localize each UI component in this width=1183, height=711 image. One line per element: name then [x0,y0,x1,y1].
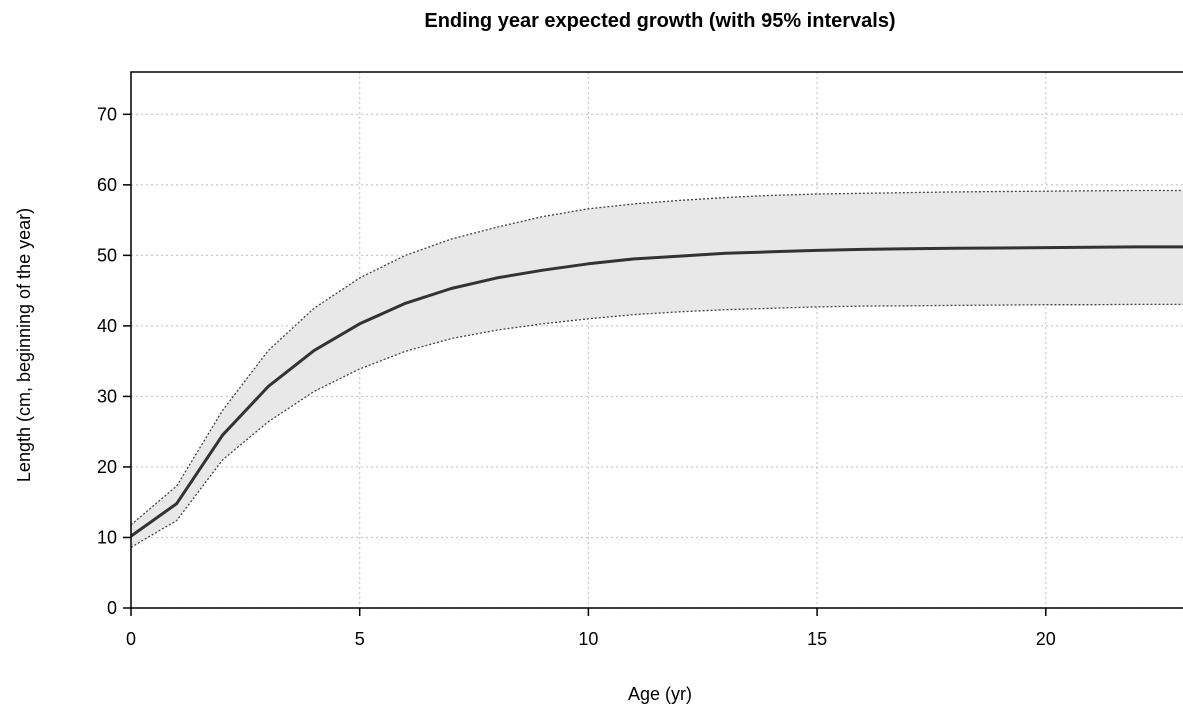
x-tick-label: 10 [578,629,598,649]
series-line-lower-interval [130,303,1183,548]
axis-layer: 0 5 10 15 20 0 10 20 30 40 50 60 70 [97,71,1183,649]
interval-band [131,190,1183,548]
x-tick-label: 5 [355,629,365,649]
chart-title: Ending year expected growth (with 95% in… [424,10,895,32]
x-axis-label: Age (yr) [628,684,692,704]
y-tick-label: 10 [97,527,117,547]
y-tick-label: 70 [97,104,117,124]
y-tick-label: 40 [97,316,117,336]
x-tick-label: 0 [126,629,136,649]
plot-frame [130,71,1183,609]
y-tick-label: 60 [97,175,117,195]
interval-band-layer [131,190,1183,548]
y-tick-label: 30 [97,386,117,406]
x-tick-label: 20 [1036,629,1056,649]
y-tick-label: 20 [97,457,117,477]
series-line-upper-interval [130,189,1183,526]
series-line-mean [130,245,1183,538]
x-tick-label: 15 [807,629,827,649]
y-tick-label: 50 [97,245,117,265]
y-tick-label: 0 [107,598,117,618]
y-axis-label: Length (cm, beginning of the year) [14,208,34,482]
series-layer [130,189,1183,548]
